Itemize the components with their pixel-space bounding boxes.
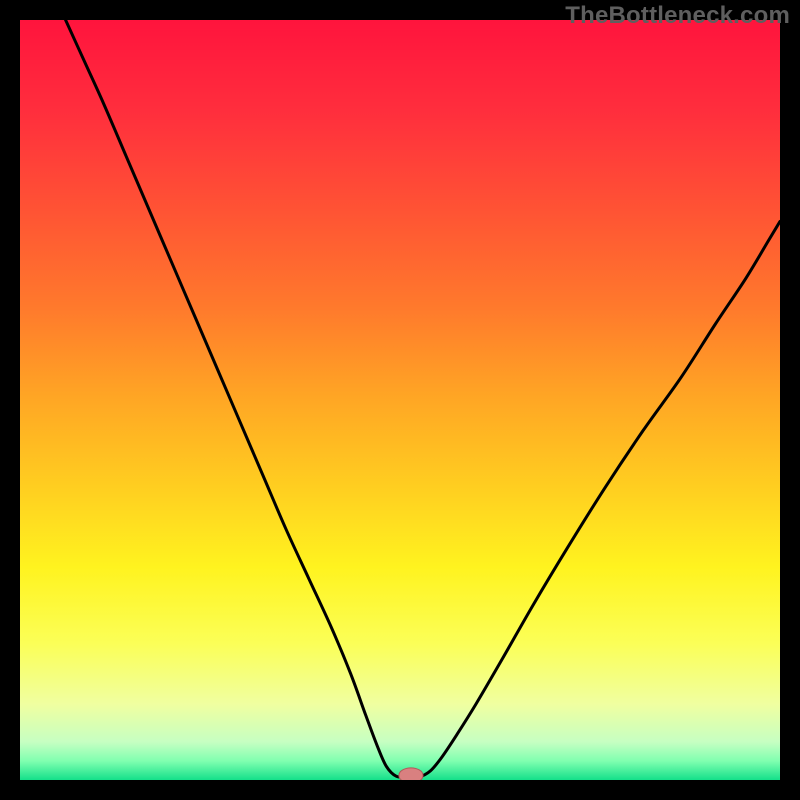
- plot-area: [20, 20, 780, 780]
- chart-container: TheBottleneck.com: [0, 0, 800, 800]
- watermark-text: TheBottleneck.com: [565, 2, 790, 30]
- apex-marker: [399, 768, 424, 780]
- bottleneck-curve: [20, 20, 780, 780]
